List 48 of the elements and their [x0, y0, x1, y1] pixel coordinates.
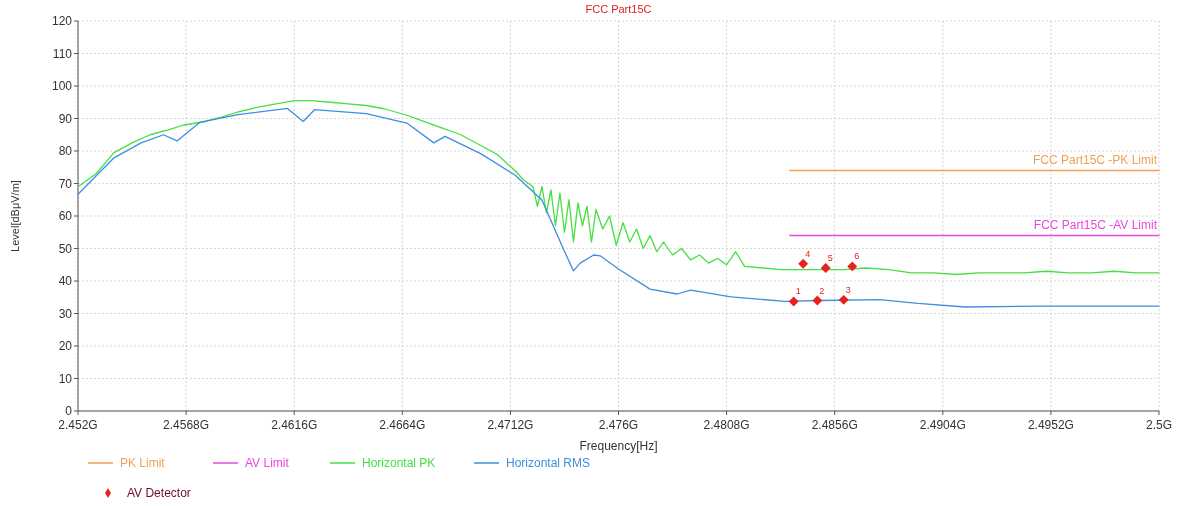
line-series [77, 99, 1160, 276]
legend-label: Horizontal PK [362, 456, 436, 470]
annotation: 3 [845, 284, 851, 295]
y-tick-label: 70 [58, 176, 73, 191]
x-tick-label: 2.4904G [919, 418, 966, 432]
annotation: 6 [854, 251, 860, 262]
y-axis-title: Level[dBμV/m] [9, 180, 21, 252]
y-tick-label: 10 [58, 371, 73, 386]
point [820, 263, 831, 273]
chart-title: FCC Part15C [585, 3, 652, 15]
legend-label: AV Detector [127, 486, 191, 500]
point [798, 258, 809, 269]
point [847, 261, 858, 272]
annotation: 5 [827, 253, 833, 263]
point [838, 294, 849, 305]
x-tick-label: 2.5G [1145, 418, 1173, 432]
annotation: 2 [819, 285, 825, 296]
y-tick-label: 30 [58, 306, 73, 321]
y-tick-label: 110 [52, 46, 73, 61]
legend-label: AV Limit [245, 456, 290, 470]
annotation: 4 [805, 248, 811, 259]
y-tick-label: 50 [58, 241, 73, 256]
x-tick-label: 2.476G [598, 418, 639, 432]
x-tick-label: 2.4856G [811, 418, 858, 432]
x-tick-label: 2.4568G [163, 418, 210, 432]
annotation: 1 [795, 286, 801, 297]
y-tick-label: 40 [58, 274, 73, 289]
x-axis-title: Frequency[Hz] [579, 439, 658, 453]
point [812, 295, 823, 306]
y-tick-label: 80 [58, 144, 73, 159]
y-tick-label: 100 [51, 79, 73, 94]
y-tick-label: 120 [51, 14, 73, 29]
y-tick-label: 90 [58, 111, 73, 126]
y-tick-label: 20 [58, 339, 73, 354]
point [788, 296, 799, 307]
x-tick-label: 2.452G [58, 418, 98, 432]
x-tick-label: 2.4808G [703, 418, 750, 432]
x-tick-label: 2.4664G [379, 418, 426, 432]
annotation: FCC Part15C -AV Limit [1033, 217, 1158, 232]
y-tick-label: 60 [58, 209, 73, 224]
x-tick-label: 2.4616G [271, 418, 318, 432]
annotation: FCC Part15C -PK Limit [1032, 152, 1158, 167]
legend-label: Horizontal RMS [506, 456, 591, 470]
legend-label: PK Limit [120, 456, 166, 470]
x-tick-label: 2.4712G [487, 418, 534, 432]
x-tick-label: 2.4952G [1027, 418, 1074, 432]
y-tick-label: 0 [65, 404, 73, 419]
line-series [77, 107, 1160, 308]
